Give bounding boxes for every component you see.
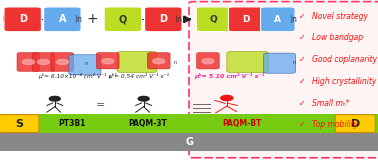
Bar: [0, 133, 378, 151]
Circle shape: [153, 59, 165, 64]
Text: n: n: [292, 60, 295, 65]
Circle shape: [221, 95, 233, 101]
Text: )n: )n: [74, 15, 82, 24]
Circle shape: [138, 96, 149, 101]
FancyBboxPatch shape: [32, 53, 55, 71]
Text: n: n: [84, 61, 87, 66]
Text: ✓: ✓: [299, 12, 305, 21]
Text: D: D: [19, 14, 27, 24]
Text: ✓: ✓: [299, 120, 305, 129]
Text: A: A: [274, 15, 281, 24]
FancyBboxPatch shape: [196, 7, 231, 32]
Text: D: D: [351, 118, 360, 129]
Text: Top mobility: Top mobility: [312, 120, 358, 129]
Text: D: D: [159, 14, 167, 24]
Text: (: (: [103, 13, 107, 26]
FancyBboxPatch shape: [147, 53, 170, 69]
Text: (: (: [2, 13, 7, 26]
FancyBboxPatch shape: [0, 115, 39, 133]
Circle shape: [37, 59, 50, 65]
Text: )n: )n: [289, 15, 297, 24]
FancyBboxPatch shape: [43, 7, 81, 32]
Circle shape: [50, 96, 60, 101]
Circle shape: [202, 59, 214, 64]
Text: D: D: [242, 15, 249, 24]
Text: A: A: [59, 14, 66, 24]
Text: μʰ= 6.10×10⁻⁴ cm² V⁻¹ s⁻¹: μʰ= 6.10×10⁻⁴ cm² V⁻¹ s⁻¹: [38, 73, 117, 80]
Text: S: S: [15, 118, 23, 129]
Circle shape: [102, 59, 114, 64]
FancyBboxPatch shape: [117, 52, 157, 72]
FancyBboxPatch shape: [260, 7, 295, 32]
FancyBboxPatch shape: [4, 7, 41, 32]
Text: +: +: [87, 12, 98, 26]
Text: PT3B1: PT3B1: [58, 119, 85, 128]
FancyBboxPatch shape: [17, 53, 40, 71]
Text: (: (: [196, 13, 201, 26]
FancyBboxPatch shape: [51, 53, 74, 71]
FancyBboxPatch shape: [263, 53, 296, 73]
Circle shape: [22, 59, 34, 65]
Text: ✓: ✓: [299, 99, 305, 108]
Text: ✓: ✓: [299, 55, 305, 64]
Text: )n: )n: [175, 15, 183, 24]
Text: n: n: [173, 60, 176, 65]
Bar: [0, 114, 378, 133]
Text: Q: Q: [210, 15, 217, 24]
FancyBboxPatch shape: [228, 7, 263, 32]
Text: PAQM-3T: PAQM-3T: [128, 119, 167, 128]
Text: Small mₕ*: Small mₕ*: [312, 99, 350, 108]
Text: Novel strategy: Novel strategy: [312, 12, 368, 21]
Text: ✓: ✓: [299, 33, 305, 42]
Text: G: G: [185, 137, 193, 147]
Text: μʰ= 0.54 cm² V⁻¹ s⁻¹: μʰ= 0.54 cm² V⁻¹ s⁻¹: [108, 73, 169, 80]
Text: ✓: ✓: [299, 77, 305, 86]
Text: PAQM-BT: PAQM-BT: [222, 119, 262, 128]
FancyBboxPatch shape: [189, 2, 378, 158]
Text: Q: Q: [119, 14, 127, 24]
Text: μʰ= 5.10 cm² V⁻¹ s⁻¹: μʰ= 5.10 cm² V⁻¹ s⁻¹: [195, 73, 265, 80]
FancyBboxPatch shape: [227, 52, 268, 72]
FancyBboxPatch shape: [96, 53, 119, 69]
Text: Low bandgap: Low bandgap: [312, 33, 363, 42]
FancyBboxPatch shape: [335, 115, 375, 133]
FancyBboxPatch shape: [104, 7, 141, 32]
FancyBboxPatch shape: [69, 55, 101, 75]
Text: High crystallinity: High crystallinity: [312, 77, 376, 86]
Text: Good coplanarity: Good coplanarity: [312, 55, 377, 64]
FancyBboxPatch shape: [144, 7, 182, 32]
Text: =: =: [96, 100, 105, 110]
Circle shape: [56, 59, 68, 65]
FancyBboxPatch shape: [197, 53, 219, 69]
